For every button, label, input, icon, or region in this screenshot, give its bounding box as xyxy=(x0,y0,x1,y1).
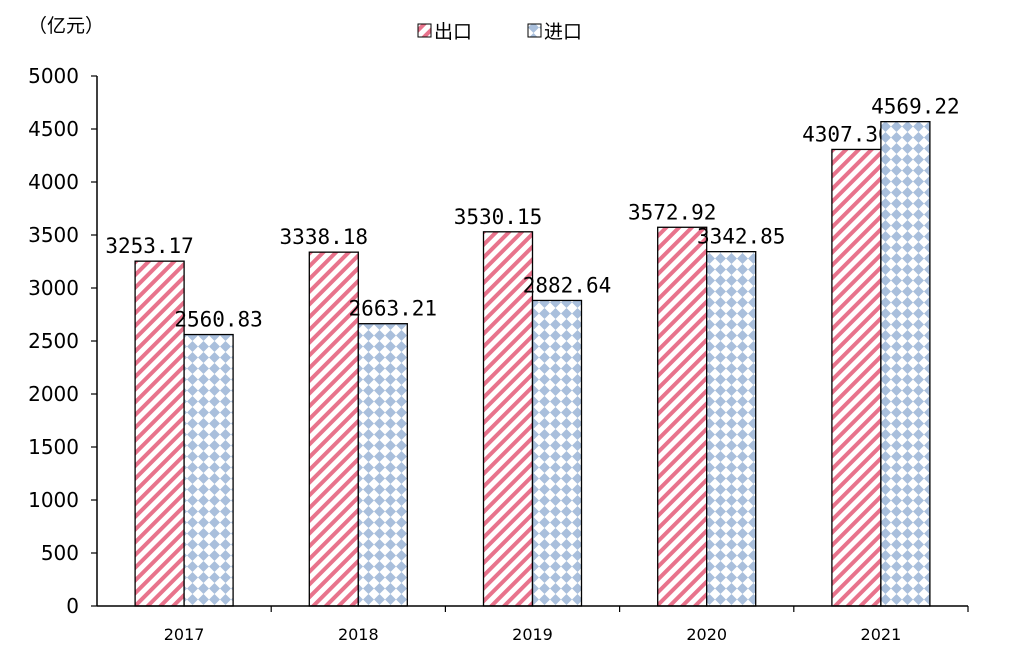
bar-export-2020 xyxy=(657,226,708,607)
y-tick-label: 4000 xyxy=(28,170,79,194)
bar-import-2020 xyxy=(706,251,757,607)
y-tick-label: 4500 xyxy=(28,117,79,141)
y-tick-label: 500 xyxy=(41,541,79,565)
y-tick-label: 2500 xyxy=(28,329,79,353)
legend: 出口 进口 xyxy=(417,21,582,43)
data-label-export-2017: 3253.17 xyxy=(105,234,194,258)
x-axis-ticks: 2017 2018 2019 2020 2021 xyxy=(164,606,969,644)
data-label-import-2018: 2663.21 xyxy=(349,297,438,321)
data-label-import-2019: 2882.64 xyxy=(523,273,612,297)
y-tick-label: 1500 xyxy=(28,435,79,459)
legend-label-import: 进口 xyxy=(544,21,582,43)
bars: 3253.17 2560.83 3338.18 2663.21 3530.15 2882.… xyxy=(105,95,960,607)
y-axis-ticks: 0 500 1000 1500 2000 2500 3000 3500 4000 4500 5000 xyxy=(28,64,97,618)
x-tick-label: 2019 xyxy=(512,625,553,644)
x-tick-label: 2018 xyxy=(338,625,379,644)
y-tick-label: 5000 xyxy=(28,64,79,88)
bar-import-2018 xyxy=(357,323,408,607)
x-tick-label: 2021 xyxy=(861,625,902,644)
x-tick-label: 2017 xyxy=(164,625,205,644)
data-label-export-2020: 3572.92 xyxy=(628,200,717,224)
bar-import-2019 xyxy=(531,299,583,607)
data-label-import-2021: 4569.22 xyxy=(871,95,960,119)
y-tick-label: 2000 xyxy=(28,382,79,406)
data-label-export-2021: 4307.30 xyxy=(802,122,891,146)
y-tick-label: 3000 xyxy=(28,276,79,300)
legend-swatch-export xyxy=(417,23,432,38)
data-label-export-2019: 3530.15 xyxy=(454,205,543,229)
bar-import-2017 xyxy=(183,333,234,607)
data-label-import-2020: 3342.85 xyxy=(697,225,786,249)
unit-label: （亿元） xyxy=(28,15,104,37)
y-tick-label: 3500 xyxy=(28,223,79,247)
data-label-export-2018: 3338.18 xyxy=(280,225,369,249)
y-tick-label: 0 xyxy=(66,594,79,618)
legend-label-export: 出口 xyxy=(434,21,472,43)
bar-export-2018 xyxy=(308,251,359,607)
legend-swatch-import xyxy=(527,23,542,38)
y-tick-label: 1000 xyxy=(28,488,79,512)
data-label-import-2017: 2560.83 xyxy=(174,308,263,332)
bar-export-2021 xyxy=(831,148,882,607)
bar-export-2017 xyxy=(134,260,185,607)
bar-import-2021 xyxy=(880,121,931,607)
x-tick-label: 2020 xyxy=(686,625,727,644)
